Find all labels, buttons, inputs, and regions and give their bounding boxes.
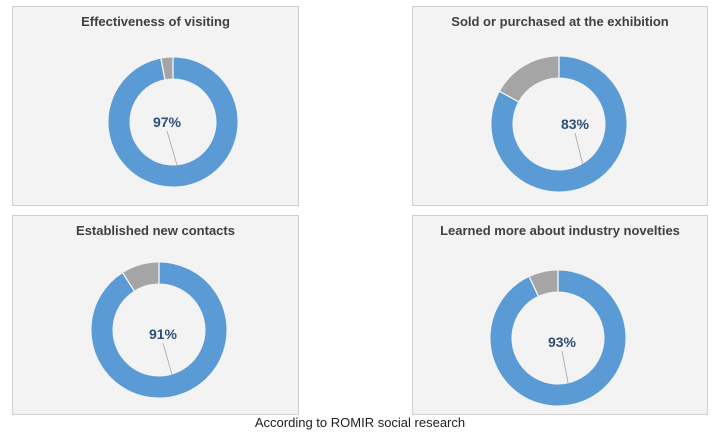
- data-label: 83%: [561, 116, 590, 132]
- chart-title: Sold or purchased at the exhibition: [451, 14, 669, 29]
- donut-slice-remainder: [122, 262, 160, 291]
- chart-title: Learned more about industry novelties: [440, 223, 680, 238]
- chart-title: Effectiveness of visiting: [81, 14, 230, 29]
- donut-chart: 91%: [91, 262, 227, 398]
- data-label: 97%: [153, 114, 182, 130]
- donut-slice-main: [491, 56, 627, 192]
- donut-slice-remainder: [529, 270, 559, 297]
- donut-chart: 83%: [491, 56, 627, 192]
- slice-separator: [528, 276, 539, 297]
- donut-chart: 97%: [108, 57, 238, 187]
- leader-line: [162, 342, 173, 375]
- donut-slice-remainder: [499, 56, 560, 103]
- source-caption: According to ROMIR social research: [254, 415, 466, 430]
- chart-panel-new-contacts: Established new contacts 91%: [12, 215, 299, 415]
- slice-separator: [499, 90, 519, 103]
- chart-panel-sold-purchased: Sold or purchased at the exhibition 83%: [412, 6, 708, 206]
- donut-slice-main: [490, 270, 626, 406]
- data-label: 91%: [149, 326, 178, 342]
- donut-slice-main: [108, 57, 238, 187]
- slice-separator: [160, 58, 166, 80]
- data-label: 93%: [548, 334, 577, 350]
- donut-chart: 93%: [490, 270, 626, 406]
- slice-separator: [122, 272, 135, 292]
- leader-line: [561, 350, 569, 384]
- chart-title: Established new contacts: [76, 223, 235, 238]
- leader-line: [574, 132, 584, 165]
- chart-panel-industry-novelties: Learned more about industry novelties 93…: [412, 215, 708, 415]
- leader-line: [166, 130, 178, 166]
- chart-panel-effectiveness: Effectiveness of visiting 97%: [12, 6, 299, 206]
- donut-slice-main: [91, 262, 227, 398]
- donut-slice-remainder: [160, 57, 174, 80]
